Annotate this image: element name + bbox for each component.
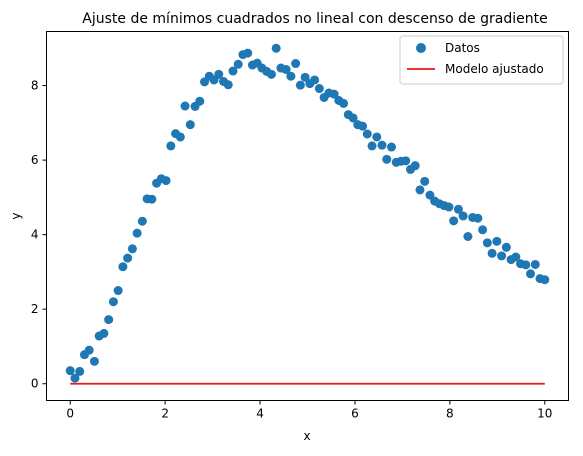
data-point	[104, 315, 114, 325]
legend-label-modelo: Modelo ajustado	[445, 62, 544, 76]
data-point	[108, 297, 118, 307]
data-point	[185, 120, 195, 130]
data-point	[84, 345, 94, 355]
x-tick-label: 6	[351, 407, 359, 421]
x-tick-label: 0	[66, 407, 74, 421]
data-point	[348, 113, 358, 123]
y-tick-label: 8	[31, 79, 39, 93]
data-point	[70, 373, 80, 383]
y-ticks: 0 2 4 6 8	[31, 79, 47, 391]
data-point	[511, 252, 521, 262]
legend-label-datos: Datos	[445, 41, 480, 55]
data-point	[223, 80, 233, 90]
data-point	[377, 140, 387, 150]
data-point	[540, 275, 550, 285]
data-point	[362, 129, 372, 139]
data-point	[214, 69, 224, 79]
data-point	[382, 154, 392, 164]
data-point	[65, 366, 75, 376]
data-point	[473, 213, 483, 223]
data-point	[113, 286, 123, 296]
data-point	[367, 141, 377, 151]
data-point	[463, 232, 473, 241]
data-point	[228, 66, 238, 76]
data-point	[386, 142, 396, 152]
data-point	[180, 101, 190, 111]
y-tick-label: 6	[31, 153, 39, 167]
data-point	[161, 176, 171, 186]
data-point	[444, 202, 454, 212]
data-point	[415, 185, 425, 195]
data-point	[89, 356, 99, 366]
data-point	[132, 228, 142, 238]
legend-marker-datos	[416, 43, 426, 53]
data-point	[271, 43, 281, 53]
data-point	[492, 236, 502, 246]
data-point	[127, 244, 137, 254]
data-point	[233, 59, 243, 69]
data-point	[358, 121, 368, 131]
data-point	[286, 71, 296, 81]
data-point	[449, 216, 459, 226]
data-point	[420, 176, 430, 186]
plot-frame	[46, 31, 569, 401]
data-point	[339, 98, 349, 108]
data-point	[314, 84, 324, 94]
data-point	[453, 204, 463, 214]
data-point	[482, 238, 492, 248]
data-point	[175, 132, 185, 142]
data-point	[99, 328, 109, 338]
y-tick-label: 0	[31, 377, 39, 391]
data-point	[243, 48, 253, 58]
data-point	[372, 132, 382, 142]
data-point	[75, 366, 85, 376]
legend-box	[399, 35, 564, 85]
data-point	[137, 216, 147, 226]
data-point	[300, 72, 310, 82]
data-point	[401, 156, 411, 166]
data-point	[497, 251, 507, 261]
data-point	[295, 80, 305, 90]
data-point	[281, 65, 291, 75]
chart-title: Ajuste de mínimos cuadrados no lineal co…	[82, 11, 547, 27]
data-point	[123, 253, 133, 263]
data-point	[166, 141, 176, 151]
data-point	[195, 96, 205, 106]
data-point	[266, 69, 276, 79]
y-tick-label: 2	[31, 302, 39, 316]
data-point	[118, 262, 128, 272]
x-tick-label: 8	[446, 407, 454, 421]
y-axis-label: y	[9, 212, 23, 219]
data-point	[487, 248, 497, 258]
x-axis-label: x	[303, 429, 310, 443]
x-tick-label: 2	[161, 407, 169, 421]
data-point	[478, 225, 488, 235]
data-point	[526, 269, 536, 279]
y-tick-label: 4	[31, 228, 39, 242]
data-point	[310, 75, 320, 85]
data-point	[410, 161, 420, 171]
legend: Datos Modelo ajustado	[399, 35, 564, 85]
data-point	[291, 59, 301, 69]
data-point	[501, 242, 511, 252]
data-point	[530, 259, 540, 269]
plot-marks	[65, 43, 550, 385]
data-point	[329, 89, 339, 99]
x-tick-label: 10	[537, 407, 552, 421]
x-ticks: 0 2 4 6 8 10	[66, 400, 552, 421]
data-point	[521, 260, 531, 270]
data-point	[147, 194, 157, 204]
data-point	[458, 211, 468, 221]
x-tick-label: 4	[256, 407, 264, 421]
